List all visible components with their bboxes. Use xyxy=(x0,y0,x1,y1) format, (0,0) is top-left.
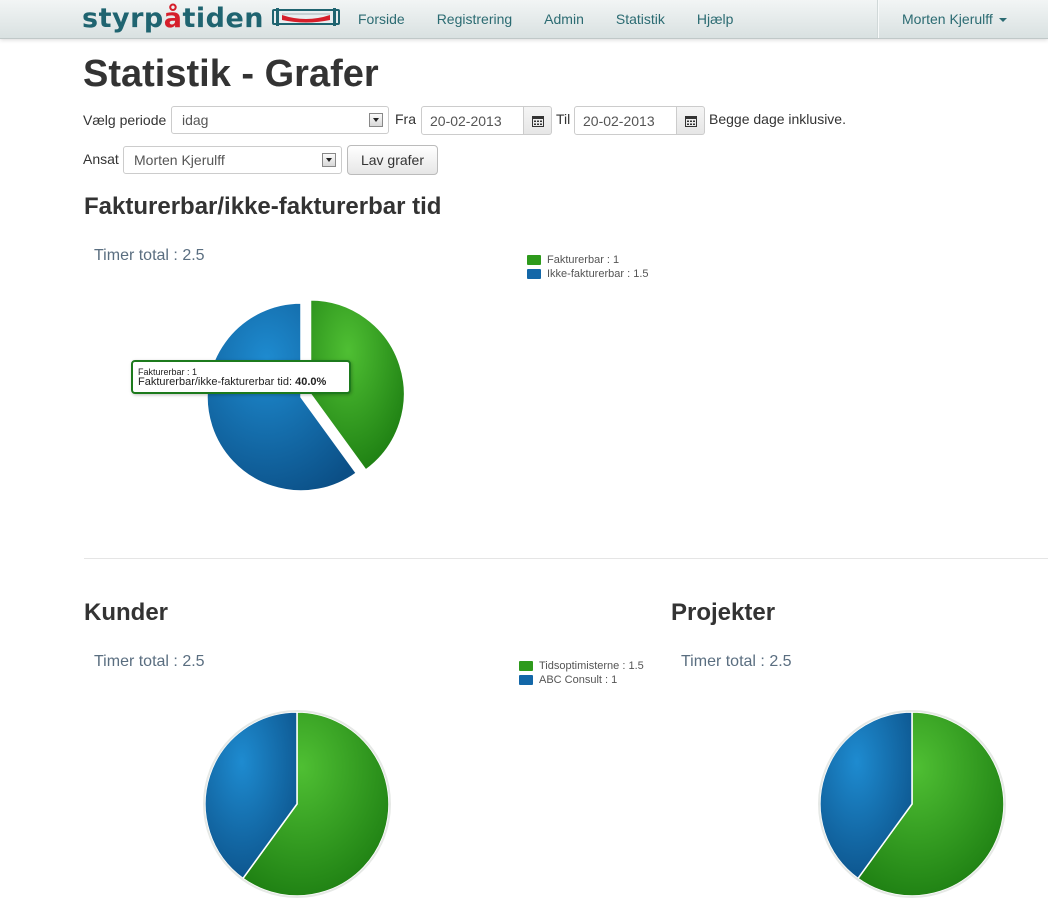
legend-item: ABC Consult : 1 xyxy=(519,673,644,687)
inclusive-note: Begge dage inklusive. xyxy=(709,111,846,127)
period-select-value: idag xyxy=(182,112,209,128)
stopwatch-logo-icon xyxy=(272,6,340,33)
to-label: Til xyxy=(556,111,571,127)
top-navbar: styrpåtiden Forside Registrering Admin S… xyxy=(0,0,1048,39)
brand-name: styrpåtiden xyxy=(82,3,264,34)
pie-slice-abc-consult[interactable] xyxy=(204,711,298,880)
pie-tooltip: Fakturerbar : 1 Fakturerbar/ikke-fakture… xyxy=(131,360,351,394)
chevron-down-icon xyxy=(998,18,1007,22)
blue-swatch xyxy=(519,675,533,685)
pie-outline xyxy=(203,710,391,898)
nav-registrering[interactable]: Registrering xyxy=(436,11,513,27)
legend-label: Tidsoptimisterne : 1.5 xyxy=(539,660,644,672)
nav-admin[interactable]: Admin xyxy=(544,11,584,27)
brand-logo[interactable]: styrpåtiden xyxy=(82,0,340,38)
user-name: Morten Kjerulff xyxy=(902,11,993,27)
calendar-icon xyxy=(684,115,697,127)
main-nav: Forside Registrering Admin Statistik Hjæ… xyxy=(342,0,749,38)
pie-slice-0[interactable] xyxy=(856,711,1005,897)
period-label: Vælg periode xyxy=(83,112,167,128)
make-charts-button[interactable]: Lav grafer xyxy=(347,145,438,175)
legend-label: Fakturerbar : 1 xyxy=(547,254,620,266)
customers-legend: Tidsoptimisterne : 1.5 ABC Consult : 1 xyxy=(519,659,644,687)
nav-statistik[interactable]: Statistik xyxy=(615,11,665,27)
period-select[interactable]: idag xyxy=(171,106,389,134)
section-divider xyxy=(84,558,1048,560)
dropdown-arrow-icon xyxy=(369,113,383,127)
from-label: Fra xyxy=(395,111,416,127)
user-menu[interactable]: Morten Kjerulff xyxy=(877,0,1048,38)
blue-swatch xyxy=(527,269,541,279)
calendar-icon xyxy=(531,115,544,127)
legend-label: ABC Consult : 1 xyxy=(539,674,618,686)
green-swatch xyxy=(519,661,533,671)
dropdown-arrow-icon xyxy=(322,153,336,167)
pie-slice-1[interactable] xyxy=(819,711,913,880)
employee-label: Ansat xyxy=(83,151,119,167)
from-calendar-button[interactable] xyxy=(524,106,552,135)
tooltip-value: 40.0% xyxy=(295,376,327,388)
legend-item: Tidsoptimisterne : 1.5 xyxy=(519,659,644,673)
nav-forside[interactable]: Forside xyxy=(358,11,405,27)
tooltip-label: Fakturerbar/ikke-fakturerbar tid: xyxy=(138,376,293,388)
projects-total: Timer total : 2.5 xyxy=(681,653,792,670)
legend-item: Ikke-fakturerbar : 1.5 xyxy=(527,267,649,281)
pie-slice-tidsoptimisterne[interactable] xyxy=(241,711,390,897)
customers-section-title: Kunder xyxy=(84,599,168,626)
projects-section-title: Projekter xyxy=(671,599,776,626)
customers-total: Timer total : 2.5 xyxy=(94,653,205,670)
employee-select[interactable]: Morten Kjerulff xyxy=(123,146,342,174)
to-date-input[interactable] xyxy=(574,106,677,135)
green-swatch xyxy=(527,255,541,265)
pie-slice-ikke-fakturerbar[interactable] xyxy=(206,302,358,492)
billable-total: Timer total : 2.5 xyxy=(94,247,205,264)
nav-hjaelp[interactable]: Hjælp xyxy=(696,11,734,27)
billable-legend: Fakturerbar : 1 Ikke-fakturerbar : 1.5 xyxy=(527,253,649,281)
employee-select-value: Morten Kjerulff xyxy=(134,152,225,168)
legend-label: Ikke-fakturerbar : 1.5 xyxy=(547,268,649,280)
to-calendar-button[interactable] xyxy=(677,106,705,135)
pie-outline xyxy=(818,710,1006,898)
billable-section-title: Fakturerbar/ikke-fakturerbar tid xyxy=(84,193,442,220)
legend-item: Fakturerbar : 1 xyxy=(527,253,649,267)
from-date-input[interactable] xyxy=(421,106,524,135)
tooltip-line-1: Fakturerbar : 1 xyxy=(138,367,198,377)
page-title: Statistik - Grafer xyxy=(83,53,379,95)
pie-slice-fakturerbar[interactable] xyxy=(309,299,406,472)
